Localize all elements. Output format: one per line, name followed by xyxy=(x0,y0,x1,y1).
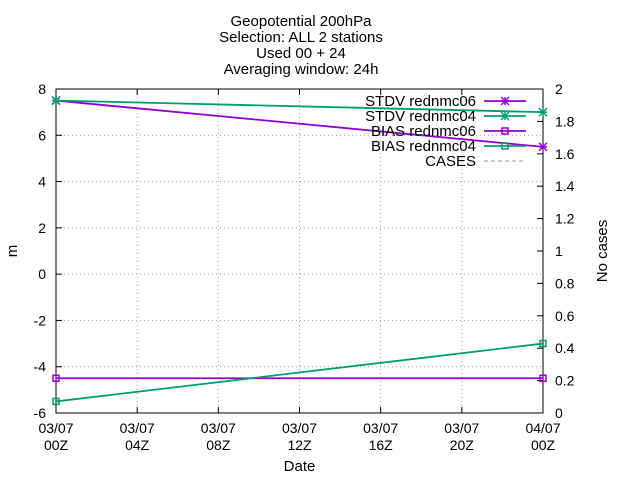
legend-item: STDV rednmc04 xyxy=(365,108,526,125)
x-tick-label: 00Z xyxy=(531,437,556,453)
series-line xyxy=(55,99,544,148)
legend-label: BIAS rednmc06 xyxy=(371,123,476,140)
y2-tick-label: 1.8 xyxy=(555,113,575,129)
y2-tick-label: 1.2 xyxy=(555,211,575,227)
y-tick-label: -4 xyxy=(34,359,47,375)
data-point-square xyxy=(52,397,60,406)
legend-item: BIAS rednmc06 xyxy=(371,123,526,140)
legend-label: BIAS rednmc04 xyxy=(371,138,476,155)
data-point-star xyxy=(500,96,510,106)
legend-item: STDV rednmc06 xyxy=(365,93,526,110)
y-axis-label: m xyxy=(4,245,21,258)
y2-tick-label: 0.8 xyxy=(555,275,575,291)
x-tick-label: 08Z xyxy=(206,437,231,453)
y-tick-label: 8 xyxy=(38,81,46,97)
title-line: Selection: ALL 2 stations xyxy=(219,29,383,46)
y-tick-label: 4 xyxy=(38,174,46,190)
x-tick-label: 04/07 xyxy=(525,420,560,436)
y2-tick-label: 1 xyxy=(555,243,563,259)
y2-tick-label: 0.2 xyxy=(555,373,575,389)
legend-item: BIAS rednmc04 xyxy=(371,138,526,155)
y-tick-label: -6 xyxy=(34,405,47,421)
data-point-star xyxy=(538,107,548,117)
y2-tick-label: 0.4 xyxy=(555,340,575,356)
x-tick-label: 20Z xyxy=(450,437,475,453)
x-tick-label: 16Z xyxy=(369,437,394,453)
title-line: Geopotential 200hPa xyxy=(231,13,373,30)
y-tick-label: 0 xyxy=(38,266,46,282)
y2-axis-ticks: 0 0.2 0.4 0.6 0.8 1 1.2 1.4 1.6 1.8 2 xyxy=(537,81,575,421)
x-tick-label: 03/07 xyxy=(120,420,155,436)
legend-label: STDV rednmc06 xyxy=(365,93,476,110)
y2-tick-label: 0 xyxy=(555,405,563,421)
x-tick-label: 03/07 xyxy=(444,420,479,436)
y2-tick-label: 1.6 xyxy=(555,146,575,162)
y2-tick-label: 2 xyxy=(555,81,563,97)
x-tick-label: 00Z xyxy=(44,437,69,453)
series xyxy=(51,96,548,406)
data-point-square xyxy=(52,374,60,383)
x-tick-label: 03/07 xyxy=(38,420,73,436)
data-point-square xyxy=(501,142,509,150)
x-axis-label: Date xyxy=(284,458,316,475)
data-point-star xyxy=(500,111,510,121)
y2-axis-label: No cases xyxy=(594,220,611,283)
data-point-square xyxy=(539,374,547,383)
x-axis-ticks: 03/0700Z03/0704Z03/0708Z03/0712Z03/0716Z… xyxy=(38,89,561,453)
y2-tick-label: 1.4 xyxy=(555,178,575,194)
x-tick-label: 12Z xyxy=(287,437,312,453)
y-tick-label: 6 xyxy=(38,127,46,143)
y2-tick-label: 0.6 xyxy=(555,308,575,324)
data-point-star xyxy=(538,142,548,152)
series-line xyxy=(55,99,544,114)
x-tick-label: 04Z xyxy=(125,437,150,453)
title-line: Averaging window: 24h xyxy=(224,61,379,78)
series-2 xyxy=(52,374,547,383)
y-tick-label: -2 xyxy=(34,312,47,328)
title-line: Used 00 + 24 xyxy=(256,45,346,62)
data-point-star xyxy=(51,96,61,106)
x-tick-label: 03/07 xyxy=(363,420,398,436)
legend-item: CASES xyxy=(425,153,526,170)
x-tick-label: 03/07 xyxy=(201,420,236,436)
y-tick-label: 2 xyxy=(38,220,46,236)
data-point-square xyxy=(501,127,509,135)
x-tick-label: 03/07 xyxy=(282,420,317,436)
data-point-square xyxy=(539,339,547,348)
y-axis-ticks: -6 -4 -2 0 2 4 6 8 xyxy=(34,81,62,421)
series-3 xyxy=(52,339,547,406)
series-line xyxy=(55,342,544,403)
legend-label: STDV rednmc04 xyxy=(365,108,476,125)
legend-label: CASES xyxy=(425,153,476,170)
series-1 xyxy=(51,96,548,117)
